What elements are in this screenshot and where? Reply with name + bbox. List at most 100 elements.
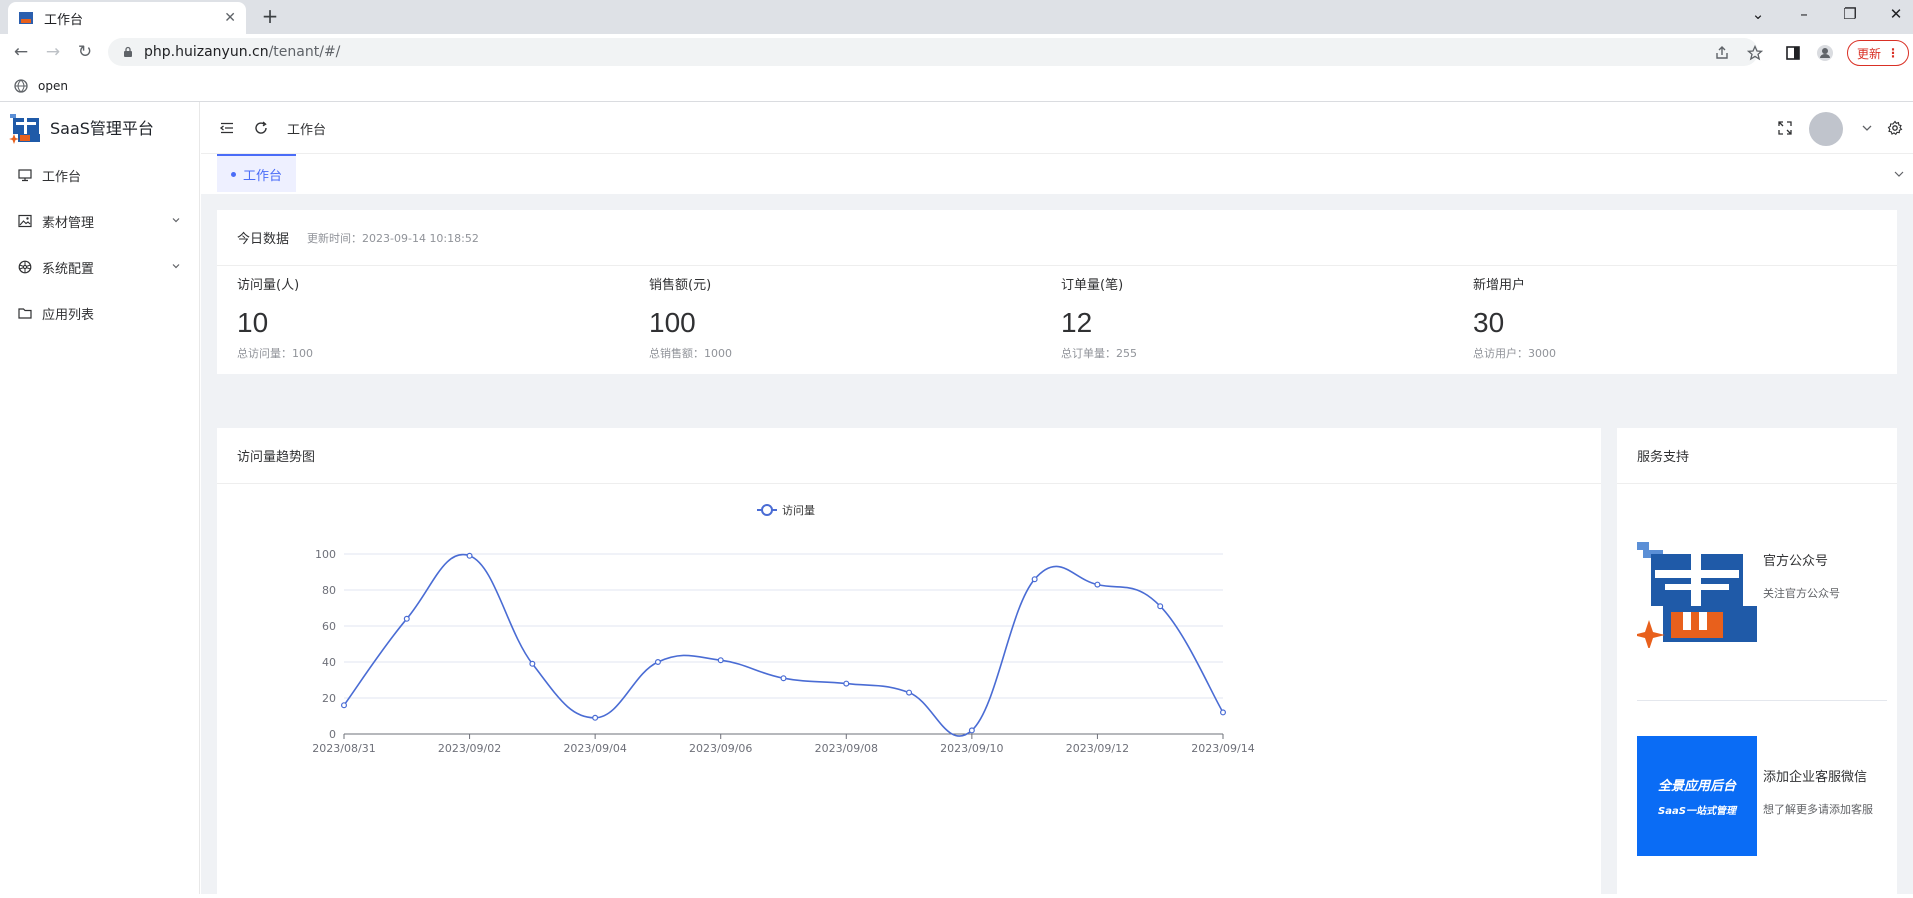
- data-point: [466, 552, 473, 559]
- stat-value: 100: [649, 307, 696, 338]
- sidebar-item-label: 系统配置: [42, 261, 95, 277]
- data-point: [529, 660, 536, 667]
- today-data-card: 今日数据 更新时间：2023-09-14 10:18:52 访问量(人) 10 …: [217, 210, 1897, 374]
- promo-line1: 全景应用后台: [1657, 779, 1736, 794]
- close-window-icon[interactable]: ✕: [1889, 5, 1903, 23]
- update-button[interactable]: 更新 ⋮: [1847, 40, 1909, 66]
- update-label: 更新: [1856, 46, 1881, 61]
- legend-marker: [761, 504, 773, 516]
- promo-line2: SaaS一站式管理: [1658, 806, 1736, 817]
- stat-label: 访问量(人): [237, 278, 300, 293]
- promo-banner: 全景应用后台 SaaS一站式管理: [1637, 736, 1757, 856]
- card-header: 今日数据 更新时间：2023-09-14 10:18:52: [217, 210, 1897, 266]
- site-favicon-icon: [19, 12, 33, 24]
- stat-new-users: 新增用户 30 总访用户：3000: [1473, 274, 1556, 361]
- stat-label: 订单量(笔): [1061, 278, 1124, 293]
- x-tick-label: 2023/09/10: [940, 742, 1003, 755]
- collapse-menu-icon[interactable]: [219, 120, 235, 136]
- browser-tab[interactable]: 工作台 ✕: [8, 2, 246, 34]
- x-tick-label: 2023/08/31: [312, 742, 375, 755]
- stat-sales: 销售额(元) 100 总销售额：1000: [649, 274, 732, 361]
- service-desc: 关注官方公众号: [1763, 587, 1840, 600]
- main-content: 今日数据 更新时间：2023-09-14 10:18:52 访问量(人) 10 …: [201, 194, 1913, 894]
- avatar[interactable]: [1809, 112, 1843, 146]
- stat-visits: 访问量(人) 10 总访问量：100: [237, 274, 313, 361]
- tab-close-icon[interactable]: ✕: [224, 10, 236, 26]
- x-tick-label: 2023/09/08: [815, 742, 878, 755]
- stat-total: 总访用户：3000: [1473, 347, 1556, 360]
- browser-toolbar: ← → ↻ php.huizanyun.cn /tenant/#/ 更新 ⋮: [0, 34, 1913, 70]
- data-point: [1219, 709, 1226, 716]
- x-tick-label: 2023/09/06: [689, 742, 752, 755]
- bookmark-star-icon[interactable]: [1747, 45, 1763, 61]
- share-icon[interactable]: [1714, 45, 1730, 61]
- y-tick-label: 80: [322, 584, 336, 597]
- active-dot: [231, 171, 236, 177]
- app-logo[interactable]: SaaS管理平台: [0, 102, 199, 152]
- official-account-logo-icon: [1637, 542, 1757, 648]
- sidebar-item-system-config[interactable]: 系统配置: [0, 244, 199, 290]
- data-point: [403, 615, 410, 622]
- data-point: [592, 714, 599, 721]
- card-title: 服务支持: [1637, 450, 1690, 465]
- chevron-down-icon[interactable]: [1893, 168, 1905, 180]
- chevron-down-icon: [172, 264, 180, 269]
- forward-icon[interactable]: →: [45, 42, 61, 62]
- breadcrumb: 工作台: [287, 123, 327, 138]
- lock-icon: [124, 46, 132, 57]
- x-tick-label: 2023/09/04: [563, 742, 626, 755]
- restore-icon[interactable]: ❐: [1843, 5, 1857, 23]
- tag-label: 工作台: [243, 168, 283, 184]
- service-support-card: 服务支持 官方公众号 关注官方公众号: [1617, 428, 1897, 894]
- image-icon: [18, 214, 32, 228]
- tag-dashboard[interactable]: 工作台: [217, 154, 297, 192]
- data-point: [780, 675, 787, 682]
- sidebar-item-app-list[interactable]: 应用列表: [0, 290, 199, 336]
- chevron-down-icon: [172, 218, 180, 223]
- reload-icon[interactable]: ↻: [77, 42, 93, 62]
- refresh-icon[interactable]: [253, 120, 269, 136]
- more-menu-icon: ⋮: [1887, 46, 1899, 60]
- stat-total: 总访问量：100: [237, 347, 313, 360]
- sidebar: SaaS管理平台 工作台 素材管理 系统配置: [0, 102, 200, 894]
- chevron-down-icon[interactable]: [1859, 120, 1875, 136]
- sidebar-item-materials[interactable]: 素材管理: [0, 198, 199, 244]
- settings-gear-icon[interactable]: [1887, 120, 1903, 136]
- visit-trend-card: 访问量趋势图 0 20 40 60 80 100 2023/08/31 2023/09/02 2…: [217, 428, 1601, 894]
- service-title: 官方公众号: [1763, 554, 1829, 569]
- minimize-icon[interactable]: –: [1800, 5, 1808, 23]
- back-icon[interactable]: ←: [13, 42, 29, 62]
- url-host: php.huizanyun.cn: [144, 44, 269, 60]
- visit-trend-chart: 0 20 40 60 80 100 2023/08/31 2023/09/02 2023/09/…: [312, 504, 1255, 755]
- new-tab-icon[interactable]: +: [261, 4, 279, 28]
- service-item-official-account[interactable]: 官方公众号 关注官方公众号: [1637, 540, 1840, 648]
- x-tick-label: 2023/09/14: [1191, 742, 1254, 755]
- bookmark-open[interactable]: open: [38, 78, 68, 93]
- data-point: [717, 657, 724, 664]
- data-point: [843, 680, 850, 687]
- stat-value: 30: [1473, 307, 1505, 338]
- service-item-wechat[interactable]: 全景应用后台 SaaS一站式管理 添加企业客服微信 想了解更多请添加客服: [1637, 736, 1873, 856]
- data-point: [340, 702, 347, 709]
- logo-icon: [9, 114, 40, 144]
- app-header: 工作台: [201, 102, 1913, 154]
- card-header: 访问量趋势图: [217, 428, 1601, 484]
- side-panel-icon[interactable]: [1785, 45, 1801, 61]
- address-bar[interactable]: php.huizanyun.cn /tenant/#/: [108, 38, 1758, 66]
- legend-label: 访问量: [782, 504, 815, 517]
- tab-title: 工作台: [44, 12, 84, 28]
- app-name: SaaS管理平台: [50, 119, 154, 138]
- profile-icon[interactable]: [1817, 45, 1833, 61]
- data-point: [1094, 581, 1101, 588]
- tab-search-icon[interactable]: ⌄: [1751, 5, 1765, 23]
- fullscreen-icon[interactable]: [1777, 120, 1793, 136]
- x-tick-label: 2023/09/02: [438, 742, 501, 755]
- stat-label: 销售额(元): [649, 278, 712, 293]
- sidebar-item-dashboard[interactable]: 工作台: [0, 152, 199, 198]
- stat-label: 新增用户: [1473, 278, 1526, 293]
- tags-bar: 工作台: [201, 154, 1913, 194]
- stat-total: 总订单量：255: [1061, 347, 1137, 360]
- card-title: 访问量趋势图: [237, 450, 316, 465]
- settings-wheel-icon: [18, 260, 32, 274]
- monitor-icon: [18, 169, 32, 182]
